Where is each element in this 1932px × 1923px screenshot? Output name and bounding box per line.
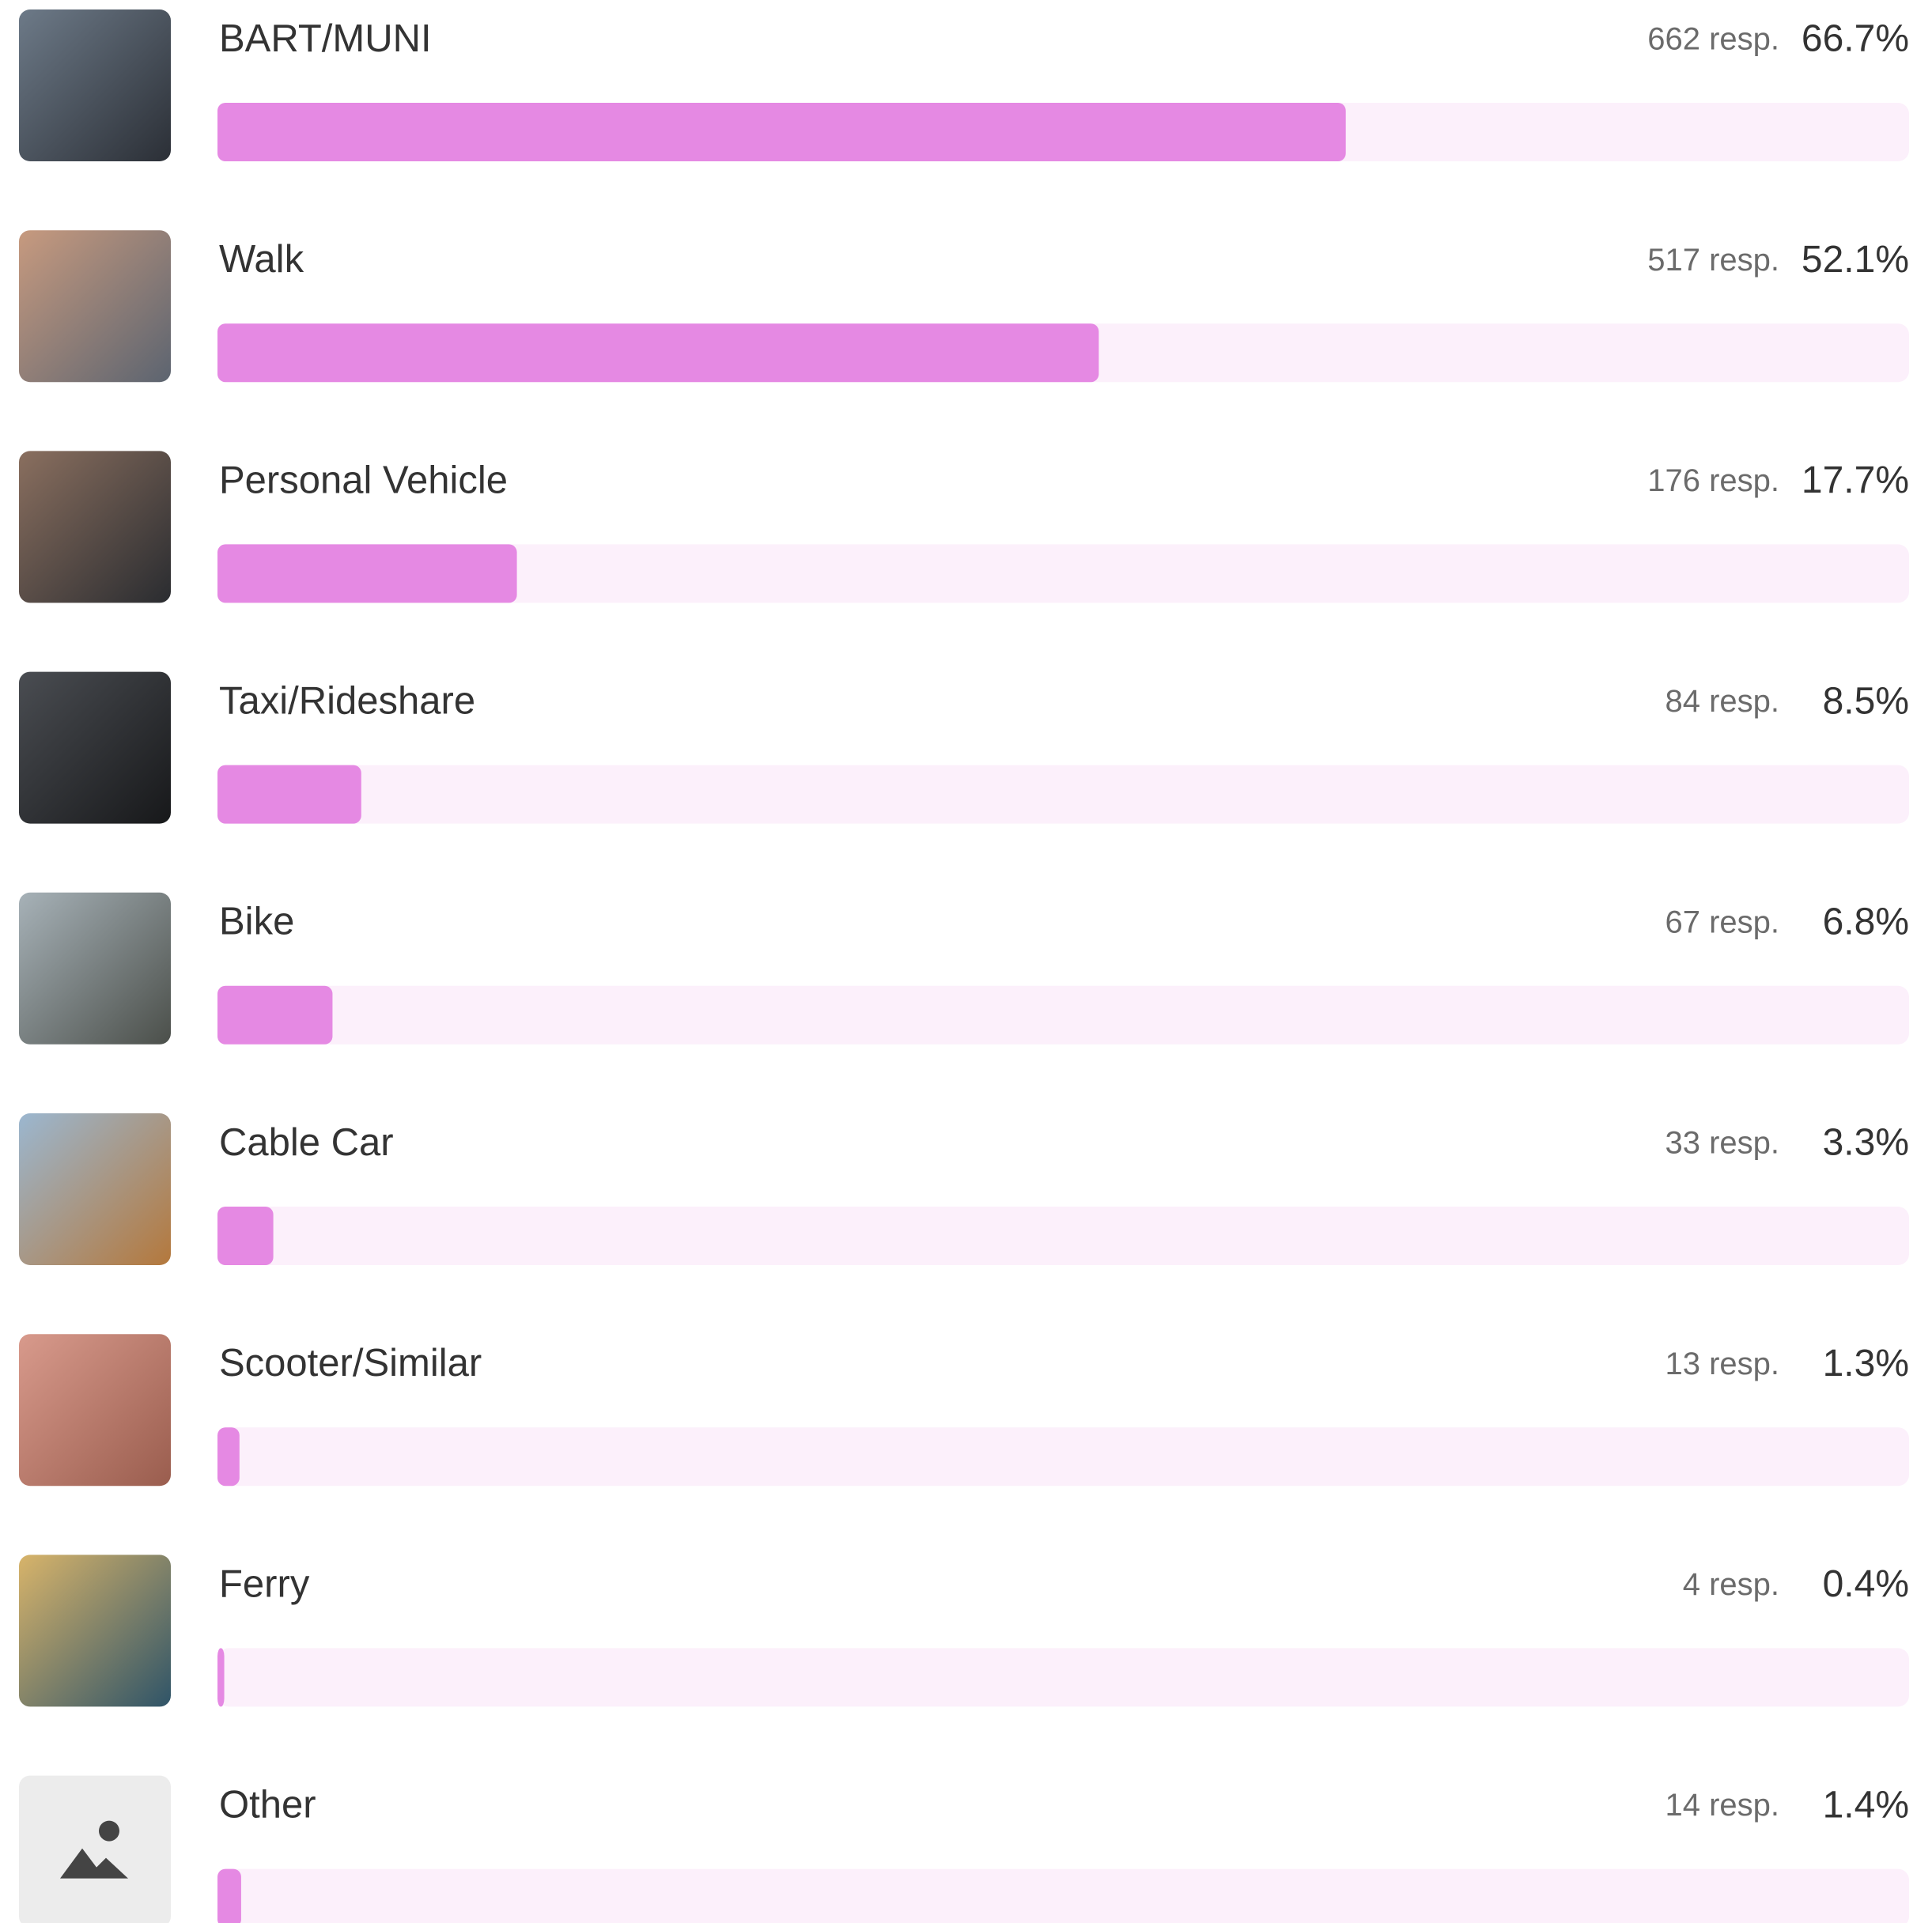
response-count: 662 resp. [1647,22,1779,57]
option-label: Scooter/Similar [219,1342,482,1385]
thumbnail [19,892,171,1045]
response-count: 13 resp. [1665,1347,1779,1381]
option-label: Cable Car [219,1121,394,1164]
placeholder-icon [99,1820,119,1842]
bar [217,103,1346,161]
option-label: Personal Vehicle [219,459,508,501]
percentage-label: 66.7% [1802,18,1909,60]
response-count: 67 resp. [1665,905,1779,939]
rows: BART/MUNI 662 resp. 66.7% Walk 517 resp. 52.1… [19,9,1909,1923]
bar [217,1868,241,1923]
thumbnail-placeholder [19,1775,171,1923]
option-label: Ferry [219,1562,310,1605]
bar [217,544,517,603]
bar [217,985,333,1045]
bar-track [217,1868,1909,1923]
percentage-label: 1.4% [1823,1784,1909,1826]
bar-track [217,1648,1909,1707]
response-count: 33 resp. [1665,1126,1779,1161]
thumbnail [19,671,171,824]
bar [217,765,361,824]
response-count: 84 resp. [1665,684,1779,719]
thumbnail [19,1334,171,1487]
response-count: 176 resp. [1647,463,1779,498]
option-label: Taxi/Rideshare [219,680,475,723]
option-label: BART/MUNI [219,17,432,60]
response-count: 4 resp. [1683,1567,1779,1602]
percentage-label: 8.5% [1823,680,1909,722]
bar [217,1207,274,1265]
bar-track [217,765,1909,824]
percentage-label: 0.4% [1823,1563,1909,1605]
percentage-label: 6.8% [1823,901,1909,943]
thumbnail [19,1113,171,1265]
option-label: Other [219,1784,316,1827]
bar-track [217,1207,1909,1265]
response-count: 517 resp. [1647,243,1779,278]
bar [217,323,1099,383]
thumbnail [19,451,171,603]
percentage-label: 17.7% [1802,459,1909,501]
placeholder-icon [60,1848,128,1879]
thumbnail [19,9,171,161]
percentage-label: 3.3% [1823,1122,1909,1164]
bar-track [217,1427,1909,1487]
response-count: 14 resp. [1665,1788,1779,1823]
bar [217,1648,225,1707]
bar-track [217,985,1909,1045]
option-label: Bike [219,901,294,943]
bar-track [217,544,1909,603]
percentage-label: 52.1% [1802,239,1909,281]
thumbnail [19,1555,171,1707]
bar [217,1427,240,1487]
thumbnail [19,230,171,383]
percentage-label: 1.3% [1823,1343,1909,1385]
option-label: Walk [219,238,304,281]
